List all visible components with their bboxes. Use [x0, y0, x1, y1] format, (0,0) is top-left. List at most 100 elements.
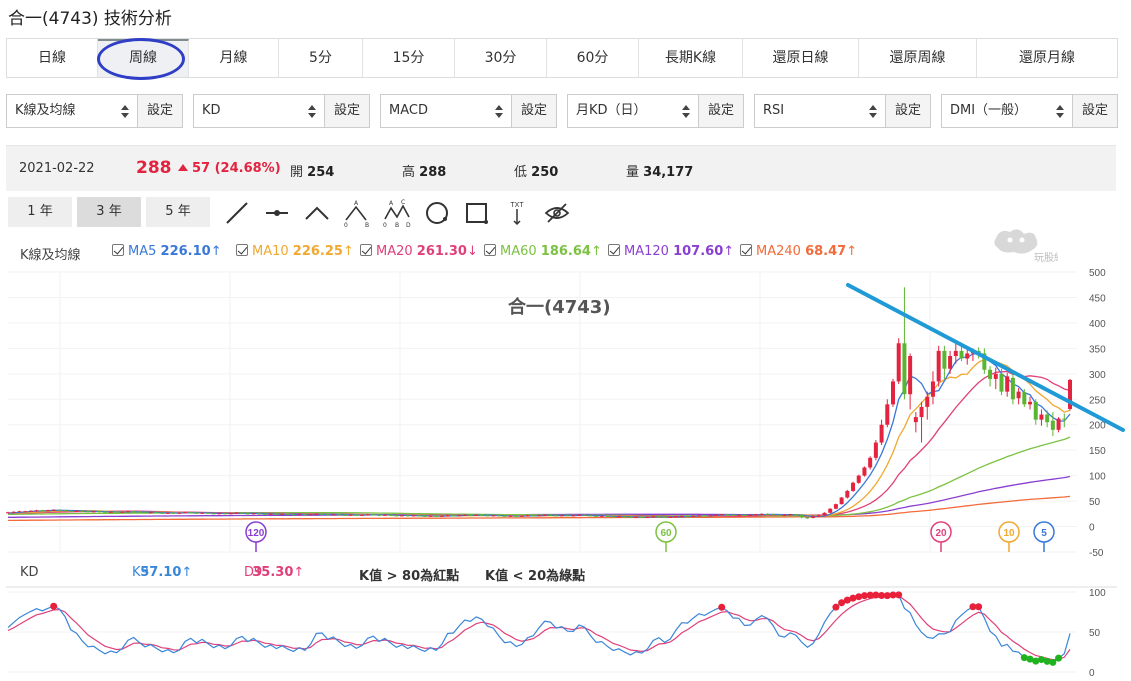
indicator-select-4[interactable]: RSI [754, 94, 886, 128]
indicator-settings-button-2[interactable]: 設定 [511, 94, 557, 128]
ma-legend-item-ma120[interactable]: MA120 107.60↑ [608, 244, 734, 259]
candle-body [302, 514, 307, 516]
indicator-settings-button-0[interactable]: 設定 [137, 94, 183, 128]
checkbox-icon[interactable] [740, 244, 752, 256]
kd-red-dot [849, 594, 857, 602]
ma-marker-label: 120 [248, 528, 265, 539]
candle-body [736, 514, 741, 516]
candle-body [896, 343, 901, 382]
ma-legend-item-ma60[interactable]: MA60 186.64↑ [484, 244, 602, 259]
abcd-pattern-icon[interactable]: A C 0 B D [383, 199, 411, 227]
ma-marker-label: 5 [1041, 528, 1047, 539]
candle-body [531, 515, 536, 517]
y-tick-label: 0 [1089, 523, 1095, 534]
candle-body [314, 513, 319, 515]
candle-body [685, 515, 690, 517]
tab-6[interactable]: 60分 [547, 39, 639, 77]
candle-body [936, 350, 941, 382]
candle-body [200, 512, 205, 514]
checkbox-icon[interactable] [236, 244, 248, 256]
indicator-select-1[interactable]: KD [193, 94, 325, 128]
kd-red-dot [883, 592, 891, 600]
kd-red-dot [866, 591, 874, 599]
y-tick-label: 50 [1089, 497, 1101, 508]
candle-body [342, 514, 347, 516]
kd-red-dot [895, 591, 903, 599]
candle-body [930, 381, 935, 397]
tab-10[interactable]: 還原月線 [1019, 50, 1075, 66]
ma-legend-item-ma5[interactable]: MA5 226.10↑ [112, 244, 222, 259]
indicator-select-0[interactable]: K線及均線 [6, 94, 138, 128]
candle-body [257, 513, 262, 515]
ma-marker-label: 20 [935, 528, 947, 539]
tab-8[interactable]: 還原日線 [743, 39, 859, 77]
checkbox-icon[interactable] [360, 244, 372, 256]
quote-bar: 2021-02-22 288 57 (24.68%) 開 254 高 288 低… [6, 145, 1116, 191]
candle-body [411, 515, 416, 517]
tab-7[interactable]: 長期K線 [639, 39, 743, 77]
indicator-settings-button-1[interactable]: 設定 [324, 94, 370, 128]
ma-legend-item-ma240[interactable]: MA240 68.47↑ [740, 244, 857, 259]
checkbox-icon[interactable] [112, 244, 124, 256]
y-tick-label: 100 [1089, 472, 1106, 483]
candle-body [68, 510, 73, 512]
ma-legend-item-ma20[interactable]: MA20 261.30↓ [360, 244, 478, 259]
text-icon[interactable]: TXT [503, 199, 531, 227]
candle-body [445, 515, 450, 517]
candle-body [45, 510, 50, 512]
svg-text:0: 0 [344, 222, 348, 227]
candle-body [525, 515, 530, 517]
candle-body [588, 515, 593, 517]
candle-body [108, 511, 113, 513]
y-tick-label: 400 [1089, 319, 1106, 330]
tab-0[interactable]: 日線 [7, 39, 98, 77]
ma-line-ma240 [8, 495, 1071, 522]
y-tick-label: 350 [1089, 344, 1106, 355]
candle-body [97, 511, 102, 513]
horizontal-line-icon[interactable] [263, 199, 291, 227]
indicator-settings-button-5[interactable]: 設定 [1072, 94, 1118, 128]
tab-9[interactable]: 還原周線 [859, 39, 977, 77]
checkbox-icon[interactable] [608, 244, 620, 256]
candle-body [559, 515, 564, 517]
indicator-select-5[interactable]: DMI（一般） [941, 94, 1073, 128]
kd-chart[interactable]: 100 50 0 [0, 585, 1131, 681]
circle-icon[interactable] [423, 199, 451, 227]
candle-body [622, 516, 627, 518]
tab-1[interactable]: 周線 [98, 39, 189, 77]
tab-3[interactable]: 5分 [279, 39, 363, 77]
range-3y-button[interactable]: 3 年 [77, 197, 141, 227]
candle-body [805, 517, 810, 519]
ma-marker-60 [655, 521, 677, 543]
y-tick-label: -50 [1089, 548, 1104, 557]
range-5y-button[interactable]: 5 年 [146, 197, 210, 227]
svg-text:B: B [365, 222, 369, 227]
angle-icon[interactable] [303, 199, 331, 227]
indicator-settings-button-3[interactable]: 設定 [698, 94, 744, 128]
range-1y-button[interactable]: 1 年 [8, 197, 72, 227]
indicator-settings-button-4[interactable]: 設定 [885, 94, 931, 128]
kd-red-dot [860, 592, 868, 600]
candle-body [154, 512, 159, 514]
candle-body [696, 515, 701, 517]
candle-body [822, 512, 827, 516]
ma-legend-item-ma10[interactable]: MA10 226.25↑ [236, 244, 354, 259]
candle-body [1068, 379, 1072, 409]
candle-body [308, 514, 313, 516]
abc-pattern-icon[interactable]: A 0 B [343, 199, 371, 227]
indicator-select-3[interactable]: 月KD（日） [567, 94, 699, 128]
checkbox-icon[interactable] [484, 244, 496, 256]
candle-body [17, 511, 22, 513]
svg-text:C: C [401, 199, 405, 206]
page-title: 合一(4743) 技術分析 [8, 9, 172, 29]
tab-2[interactable]: 月線 [189, 39, 279, 77]
rectangle-icon[interactable] [463, 199, 491, 227]
ma-legend-name: MA120 [624, 244, 669, 259]
indicator-select-2[interactable]: MACD [380, 94, 512, 128]
tab-5[interactable]: 30分 [455, 39, 547, 77]
candle-body [114, 511, 119, 513]
line-icon[interactable] [223, 199, 251, 227]
tab-4[interactable]: 15分 [363, 39, 455, 77]
hide-icon[interactable] [543, 199, 571, 227]
